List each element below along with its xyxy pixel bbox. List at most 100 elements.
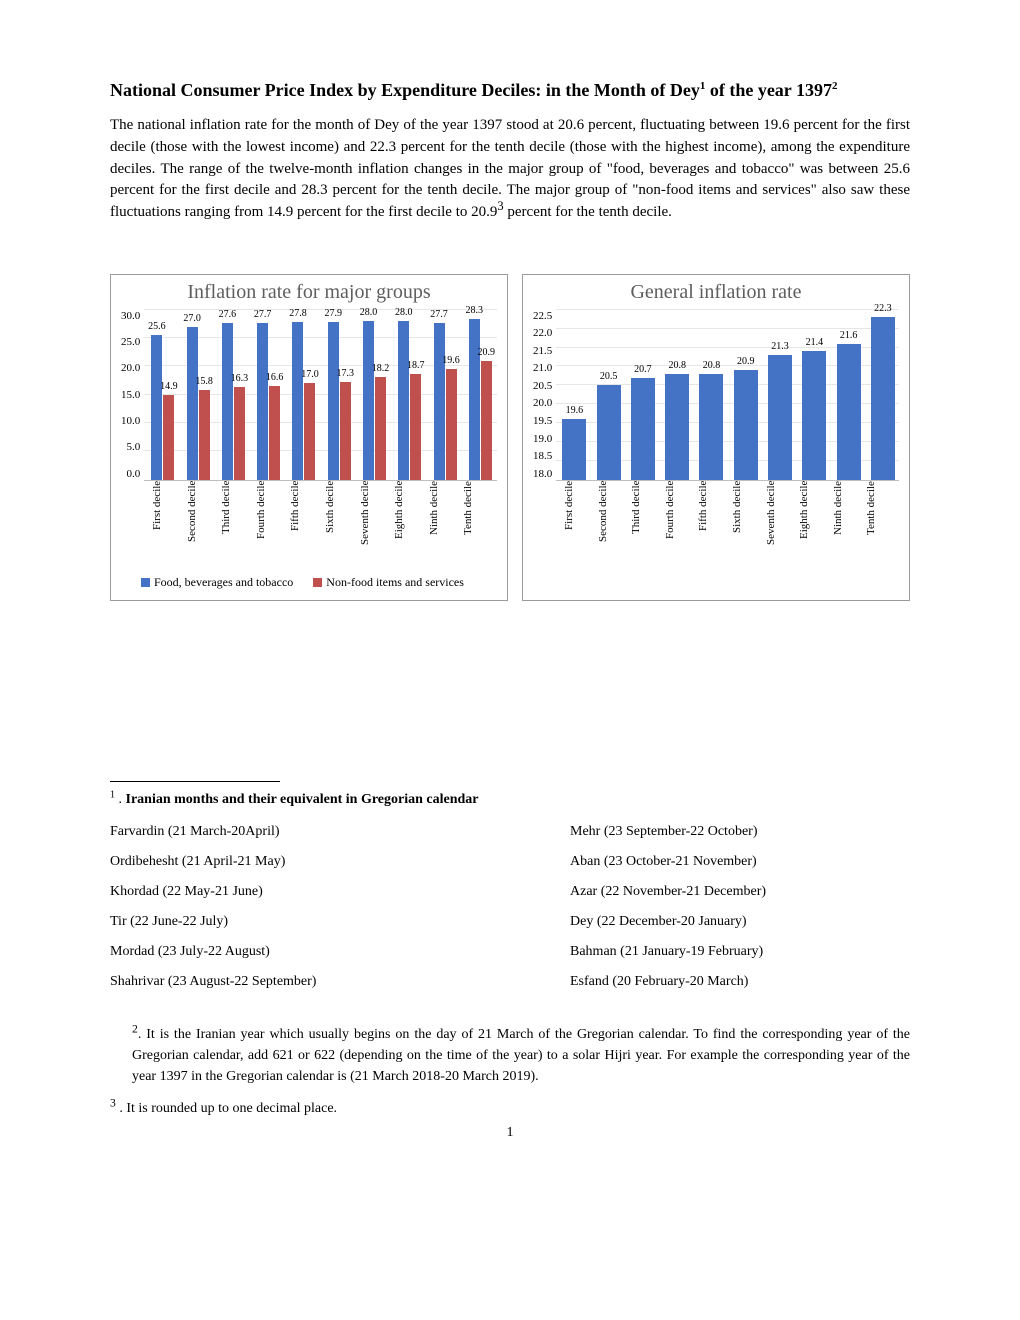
chart-right: General inflation rate 22.522.021.521.02…: [522, 274, 910, 601]
page-title: National Consumer Price Index by Expendi…: [110, 80, 910, 101]
month-entry: Ordibehesht (21 April-21 May): [110, 854, 450, 870]
bar: 20.8: [699, 374, 723, 480]
bar-value-label: 20.9: [737, 356, 755, 367]
bar: 22.3: [871, 317, 895, 479]
bar-value-label: 19.6: [566, 405, 584, 416]
month-entry: Mehr (23 September-22 October): [570, 824, 910, 840]
bar: 20.9: [481, 361, 492, 479]
bar-value-label: 27.7: [254, 309, 272, 320]
bar: 20.5: [597, 385, 621, 479]
bar-value-label: 28.0: [395, 307, 413, 318]
legend-swatch: [313, 578, 322, 587]
bar-group: 20.9: [730, 370, 762, 480]
bar: 18.7: [410, 374, 421, 480]
x-tick-label: Fifth decile: [289, 481, 324, 563]
bar-value-label: 20.9: [478, 347, 496, 358]
bar: 27.8: [292, 322, 303, 480]
bar: 27.7: [257, 323, 268, 480]
bar-value-label: 27.6: [219, 309, 237, 320]
bar-value-label: 28.3: [466, 305, 484, 316]
month-entry: Mordad (23 July-22 August): [110, 944, 450, 960]
chart-left-legend: Food, beverages and tobacco Non-food item…: [141, 575, 497, 590]
x-tick-label: Sixth decile: [324, 481, 359, 563]
bar: 17.0: [304, 383, 315, 479]
body-paragraph: The national inflation rate for the mont…: [110, 115, 910, 224]
bar-group: 20.8: [661, 374, 693, 480]
legend-label: Food, beverages and tobacco: [154, 575, 293, 590]
bar: 19.6: [446, 369, 457, 480]
bar-group: 27.716.6: [252, 323, 285, 480]
x-tick-label: Seventh decile: [765, 481, 799, 563]
bar-value-label: 16.3: [231, 373, 249, 384]
chart-left-plot: 25.614.927.015.827.616.327.716.627.817.0…: [144, 310, 497, 481]
month-entry: Aban (23 October-21 November): [570, 854, 910, 870]
bar: 27.9: [328, 322, 339, 480]
bar-value-label: 20.8: [703, 360, 721, 371]
x-tick-label: Second decile: [597, 481, 631, 563]
bar-value-label: 18.7: [407, 360, 425, 371]
month-entry: Bahman (21 January-19 February): [570, 944, 910, 960]
legend-label: Non-food items and services: [326, 575, 464, 590]
bar: 21.6: [837, 344, 861, 480]
bar: 18.2: [375, 377, 386, 480]
x-tick-label: Third decile: [220, 481, 255, 563]
bar-group: 21.6: [832, 344, 864, 480]
bar-group: 27.616.3: [217, 323, 250, 479]
bar-group: 27.015.8: [182, 327, 215, 480]
month-entry: Esfand (20 February-20 March): [570, 974, 910, 990]
bar: 27.6: [222, 323, 233, 479]
chart-left: Inflation rate for major groups 30.025.0…: [110, 274, 508, 601]
x-tick-label: Fifth decile: [697, 481, 731, 563]
bar-group: 20.5: [593, 385, 625, 479]
footnote-2: 2. It is the Iranian year which usually …: [132, 1024, 910, 1087]
bar: 16.6: [269, 386, 280, 480]
footnote-3: 3 . It is rounded up to one decimal plac…: [110, 1101, 910, 1117]
bar: 20.8: [665, 374, 689, 480]
bar-group: 22.3: [867, 317, 899, 479]
x-tick-label: Tenth decile: [462, 481, 497, 563]
legend-item: Food, beverages and tobacco: [141, 575, 293, 590]
bar: 19.6: [562, 419, 586, 479]
bar-group: 28.018.2: [358, 321, 391, 480]
bar: 28.0: [398, 321, 409, 480]
bar-value-label: 20.7: [634, 364, 652, 375]
x-tick-label: Ninth decile: [832, 481, 866, 563]
bar: 25.6: [151, 335, 162, 480]
bar-value-label: 27.7: [430, 309, 448, 320]
bar-value-label: 15.8: [195, 376, 213, 387]
chart-left-yaxis: 30.025.020.015.010.05.00.0: [121, 310, 144, 480]
bar: 21.3: [768, 355, 792, 480]
x-tick-label: Third decile: [630, 481, 664, 563]
bar-group: 28.018.7: [393, 321, 426, 480]
chart-right-title: General inflation rate: [533, 281, 899, 304]
bar-value-label: 21.4: [806, 337, 824, 348]
chart-right-yaxis: 22.522.021.521.020.520.019.519.018.518.0: [533, 310, 556, 480]
bar-value-label: 17.0: [301, 369, 319, 380]
bar-value-label: 25.6: [148, 321, 166, 332]
bar-value-label: 14.9: [160, 381, 178, 392]
x-tick-label: Tenth decile: [865, 481, 899, 563]
month-entry: Farvardin (21 March-20April): [110, 824, 450, 840]
page-number: 1: [110, 1125, 910, 1141]
bar: 14.9: [163, 395, 174, 479]
bar-group: 25.614.9: [146, 335, 179, 480]
x-tick-label: Eighth decile: [393, 481, 428, 563]
bar-group: 28.320.9: [464, 319, 497, 479]
bar: 15.8: [199, 390, 210, 480]
month-entry: Dey (22 December-20 January): [570, 914, 910, 930]
chart-left-title: Inflation rate for major groups: [121, 281, 497, 304]
month-entry: Khordad (22 May-21 June): [110, 884, 450, 900]
bar-value-label: 22.3: [874, 303, 892, 314]
x-tick-label: First decile: [563, 481, 597, 563]
bar-value-label: 28.0: [360, 307, 378, 318]
x-tick-label: First decile: [151, 481, 186, 563]
bar-value-label: 20.5: [600, 371, 618, 382]
bar-group: 19.6: [558, 419, 590, 479]
bar-value-label: 17.3: [336, 368, 354, 379]
x-tick-label: Fourth decile: [664, 481, 698, 563]
months-table: Farvardin (21 March-20April) Mehr (23 Sep…: [110, 824, 910, 990]
bar: 17.3: [340, 382, 351, 480]
bar-value-label: 27.8: [289, 308, 307, 319]
bar: 20.9: [734, 370, 758, 480]
bar: 27.0: [187, 327, 198, 480]
